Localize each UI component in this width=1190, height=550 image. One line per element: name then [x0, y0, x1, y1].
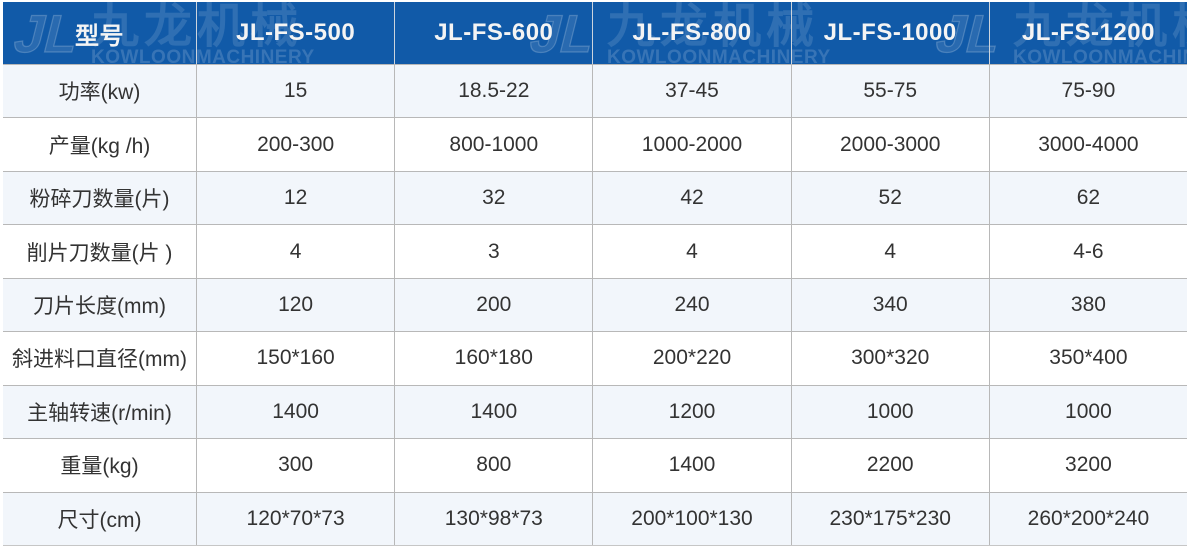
table-row: 刀片长度(mm) 120 200 240 340 380: [3, 277, 1187, 332]
table-body: 功率(kw) 15 18.5-22 37-45 55-75 75-90 产量(kg /h) 2…: [3, 64, 1187, 546]
table-cell: 2200: [790, 439, 989, 492]
table-cell: 160*180: [394, 332, 592, 385]
table-cell: 37-45: [592, 65, 790, 118]
table-cell: 4-6: [988, 225, 1187, 278]
table-cell: 300*320: [790, 332, 989, 385]
table-row: 产量(kg /h) 200-300 800-1000 1000-2000 2000-30…: [3, 117, 1187, 171]
table-cell: 52: [790, 171, 989, 225]
table-cell: 2000-3000: [790, 118, 989, 171]
column-header-model: 型号: [75, 22, 124, 50]
table-cell: 800-1000: [394, 118, 592, 171]
table-cell: 4: [790, 225, 989, 278]
table-row: 削片刀数量(片 ) 4 3 4 4 4-6: [3, 224, 1187, 278]
row-label: 功率(kw): [58, 81, 141, 105]
table-cell: 260*200*240: [988, 492, 1187, 545]
table-cell: 3200: [988, 439, 1187, 492]
table-cell: 380: [988, 278, 1187, 332]
row-label: 斜进料口直径(mm): [12, 348, 187, 372]
table-cell: 75-90: [988, 65, 1187, 118]
table-cell: 12: [196, 171, 394, 225]
table-cell: 240: [592, 278, 790, 332]
table-header-row: JL 九龙机械 KOWLOONMACHINERY JL: [3, 2, 1187, 64]
table-row: 粉碎刀数量(片) 12 32 42 52 62: [3, 170, 1187, 225]
row-label: 主轴转速(r/min): [27, 401, 172, 425]
table-cell: 3: [394, 225, 592, 278]
table-cell: 340: [790, 278, 989, 332]
table-cell: 4: [592, 225, 790, 278]
table-cell: 200-300: [196, 118, 394, 171]
row-label: 刀片长度(mm): [33, 294, 166, 318]
table-cell: 130*98*73: [394, 492, 592, 545]
table-cell: 230*175*230: [790, 492, 989, 545]
table-cell: 15: [196, 65, 394, 118]
table-cell: 1000-2000: [592, 118, 790, 171]
row-label: 削片刀数量(片 ): [26, 241, 173, 265]
table-cell: 200: [394, 278, 592, 332]
column-header-jl-fs-600: JL-FS-600: [394, 2, 592, 64]
table-cell: 150*160: [196, 332, 394, 385]
table-cell: 62: [988, 171, 1187, 225]
table-cell: 55-75: [790, 65, 989, 118]
row-label: 粉碎刀数量(片): [29, 188, 170, 212]
table-cell: 4: [196, 225, 394, 278]
product-spec-table: JL 九龙机械 KOWLOONMACHINERY JL: [3, 2, 1187, 546]
table-cell: 3000-4000: [988, 118, 1187, 171]
column-header-jl-fs-800: JL-FS-800: [592, 2, 790, 64]
table-cell: 120*70*73: [196, 492, 394, 545]
table-cell: 1000: [988, 385, 1187, 439]
table-cell: 120: [196, 278, 394, 332]
table-cell: 1200: [592, 385, 790, 439]
table-cell: 1400: [196, 385, 394, 439]
table-cell: 800: [394, 439, 592, 492]
table-row: 重量(kg) 300 800 1400 2200 3200: [3, 438, 1187, 492]
table-cell: 32: [394, 171, 592, 225]
table-row: 尺寸(cm) 120*70*73 130*98*73 200*100*130 230*1…: [3, 491, 1187, 546]
table-cell: 200*220: [592, 332, 790, 385]
column-header-jl-fs-1000: JL-FS-1000: [790, 2, 989, 64]
table-cell: 18.5-22: [394, 65, 592, 118]
table-cell: 350*400: [988, 332, 1187, 385]
table-row: 斜进料口直径(mm) 150*160 160*180 200*220 300*320 35…: [3, 331, 1187, 385]
table-cell: 300: [196, 439, 394, 492]
table-cell: 1400: [592, 439, 790, 492]
table-cell: 200*100*130: [592, 492, 790, 545]
row-label: 重量(kg): [60, 455, 139, 479]
row-label: 产量(kg /h): [48, 134, 151, 158]
table-row: 主轴转速(r/min) 1400 1400 1200 1000 1000: [3, 384, 1187, 439]
column-header-jl-fs-500: JL-FS-500: [196, 2, 394, 64]
table-cell: 1000: [790, 385, 989, 439]
table-row: 功率(kw) 15 18.5-22 37-45 55-75 75-90: [3, 64, 1187, 118]
table-cell: 1400: [394, 385, 592, 439]
table-cell: 42: [592, 171, 790, 225]
row-label: 尺寸(cm): [57, 508, 142, 532]
column-header-jl-fs-1200: JL-FS-1200: [988, 2, 1187, 64]
